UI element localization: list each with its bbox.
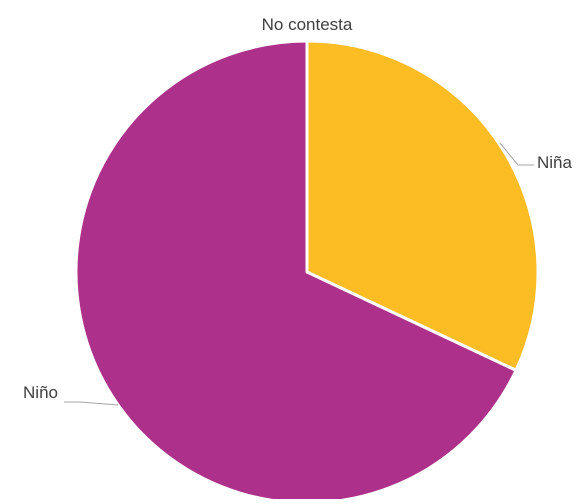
pie-slice-nino [74, 39, 518, 504]
slice-labels: Niña Niño No contesta [23, 15, 572, 402]
leader-lines [64, 142, 534, 406]
pie-slices [74, 39, 540, 504]
slice-label-nino: Niño [23, 383, 58, 402]
pie-slice-nina [305, 39, 540, 372]
leader-line-nina [499, 142, 534, 166]
slice-label-no-contesta: No contesta [262, 15, 353, 34]
leader-line-nino [64, 401, 119, 406]
slice-label-nina: Niña [537, 153, 573, 172]
